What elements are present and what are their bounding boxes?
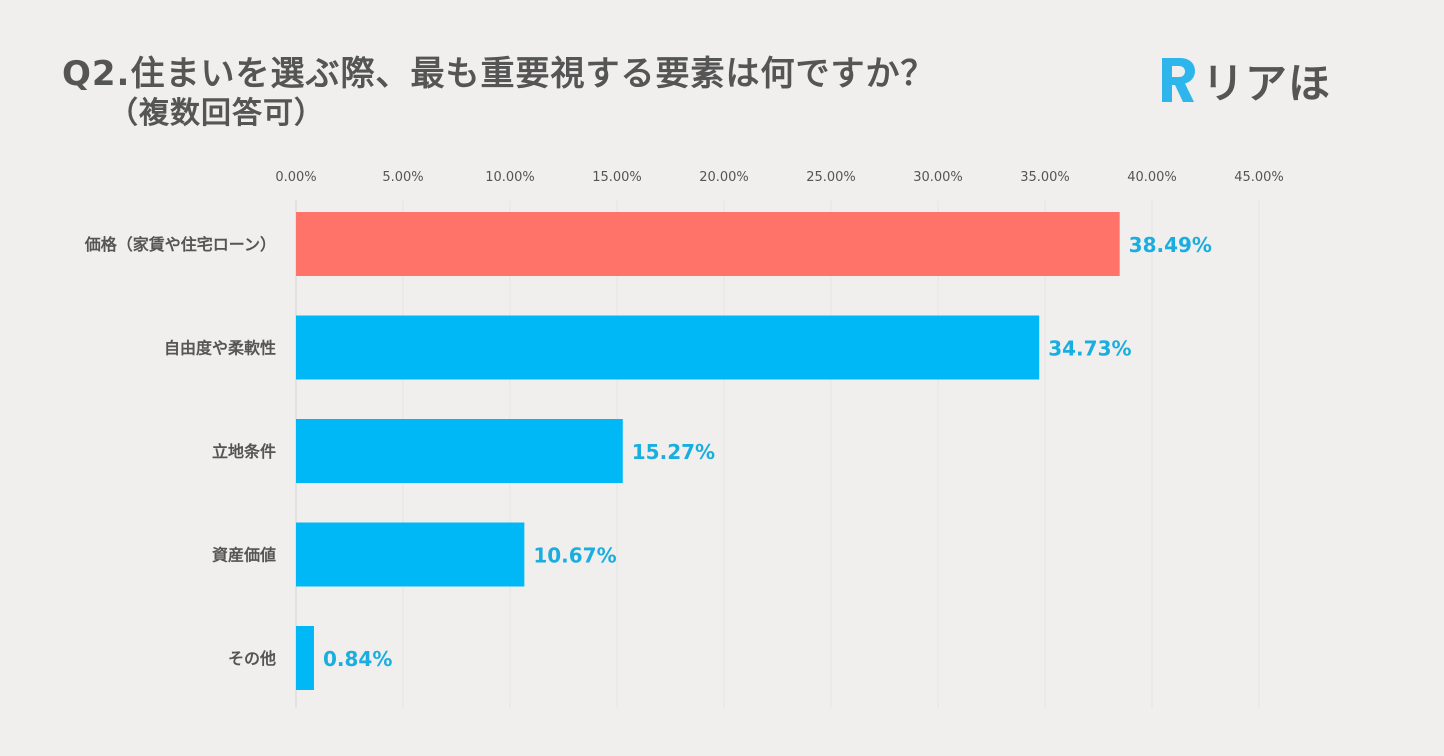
bar xyxy=(296,626,314,690)
value-label: 34.73% xyxy=(1048,337,1131,361)
category-label: 自由度や柔軟性 xyxy=(164,339,276,358)
bar xyxy=(296,419,623,483)
category-label: 資産価値 xyxy=(212,546,276,565)
x-tick-label: 20.00% xyxy=(699,170,749,185)
x-tick-label: 40.00% xyxy=(1127,170,1177,185)
value-label: 15.27% xyxy=(632,440,715,464)
chart-title: Q2.住まいを選ぶ際、最も重要視する要素は何ですか？ xyxy=(62,54,936,94)
logo-text: リアほ xyxy=(1202,58,1332,108)
x-tick-label: 5.00% xyxy=(382,170,423,185)
chart-subtitle: （複数回答可） xyxy=(108,96,325,131)
value-label: 38.49% xyxy=(1129,233,1212,257)
x-tick-label: 10.00% xyxy=(485,170,535,185)
category-label: 価格（家賃や住宅ローン） xyxy=(84,235,276,254)
category-label: 立地条件 xyxy=(212,442,276,461)
bars: 価格（家賃や住宅ローン） 38.49% 自由度や柔軟性 34.73% 立地条件 15.27… xyxy=(84,212,1212,690)
logo-r-icon xyxy=(1162,58,1195,102)
x-tick-label: 25.00% xyxy=(806,170,856,185)
x-tick-label: 30.00% xyxy=(913,170,963,185)
x-axis-ticks: 0.00% 5.00% 10.00% 15.00% 20.00% 25.00% 30.00%… xyxy=(275,170,1283,185)
value-label: 0.84% xyxy=(323,647,392,671)
x-tick-label: 45.00% xyxy=(1234,170,1284,185)
bar xyxy=(296,212,1120,276)
x-tick-label: 35.00% xyxy=(1020,170,1070,185)
brand-logo: リアほ xyxy=(1158,52,1331,108)
x-tick-label: 15.00% xyxy=(592,170,642,185)
bar xyxy=(296,315,1040,380)
value-label: 10.67% xyxy=(533,544,616,568)
bar xyxy=(296,522,525,587)
x-tick-label: 0.00% xyxy=(275,170,316,185)
category-label: その他 xyxy=(228,649,276,668)
